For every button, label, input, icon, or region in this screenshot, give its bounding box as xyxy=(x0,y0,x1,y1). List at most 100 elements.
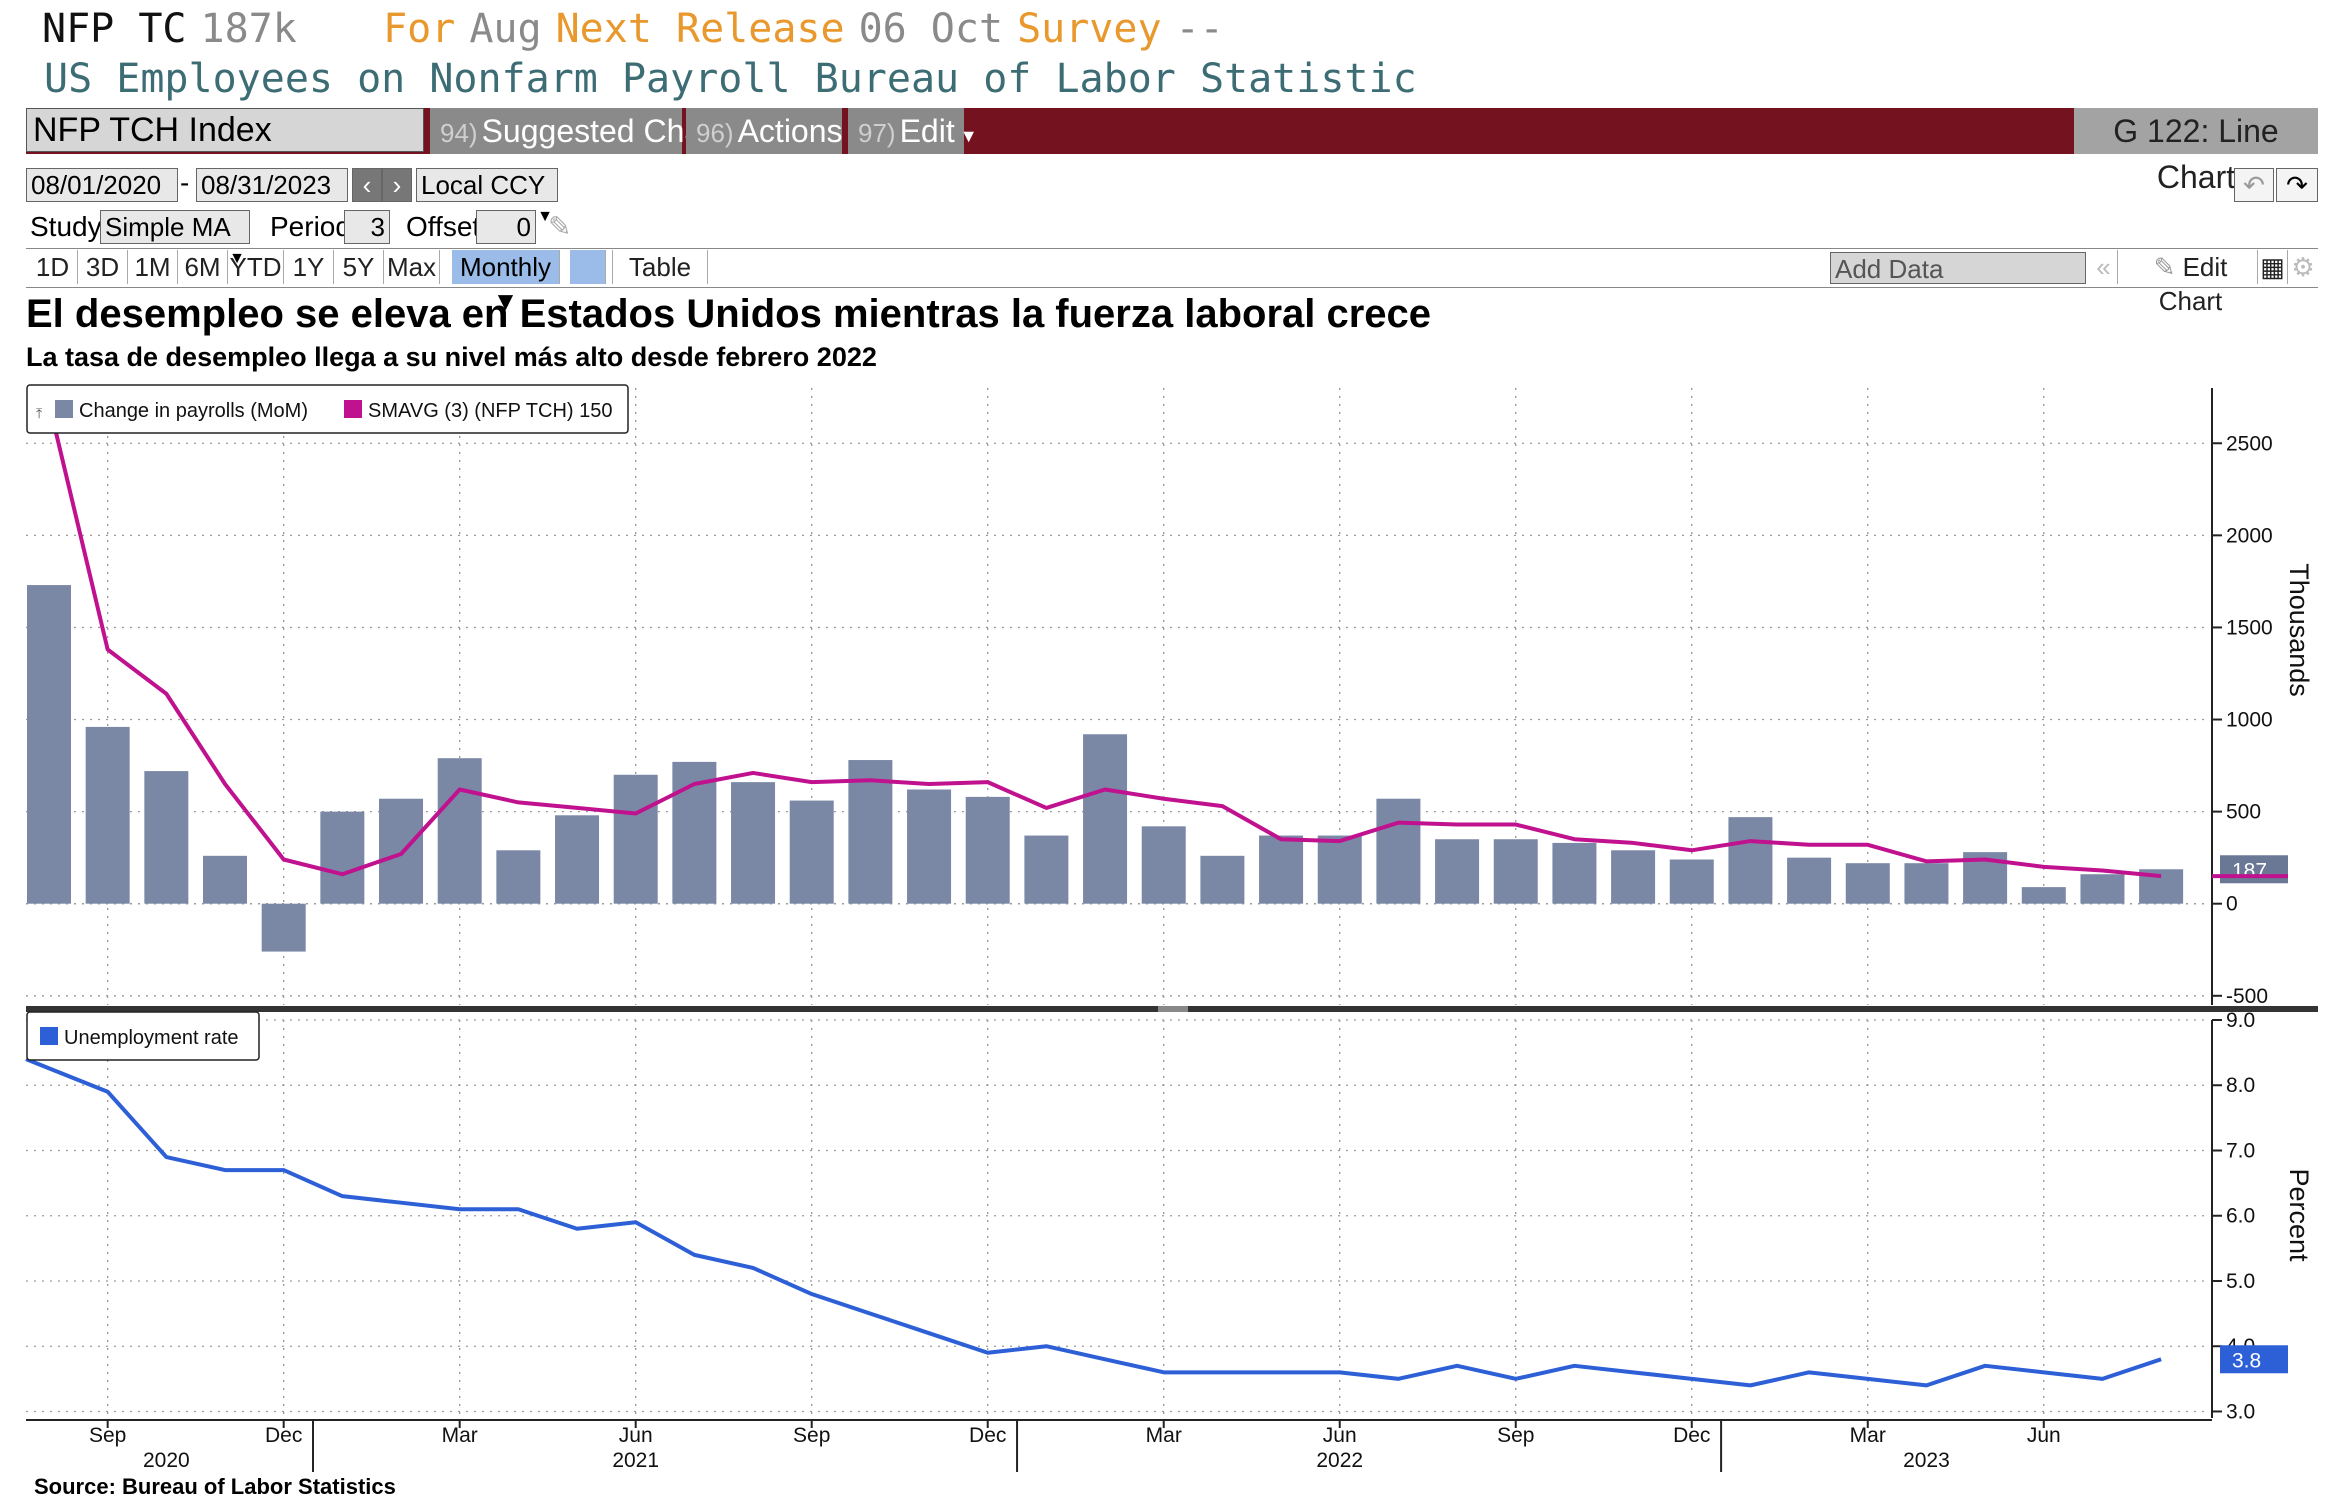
edit-button[interactable]: 97) Edit ▼ xyxy=(848,108,978,154)
range-button-5y[interactable]: 5Y xyxy=(334,250,384,284)
y-tick-label: 8.0 xyxy=(2226,1074,2255,1097)
next-period-button[interactable]: › xyxy=(382,168,412,202)
start-date-input[interactable]: 08/01/2020 xyxy=(26,168,178,202)
unemployment-line xyxy=(25,1057,2162,1388)
range-button-1d[interactable]: 1D xyxy=(28,250,78,284)
currency-value: Local CCY xyxy=(421,170,546,200)
undo-button[interactable]: ↶ xyxy=(2234,168,2274,202)
payroll-bar xyxy=(27,585,71,904)
period-label: Period xyxy=(270,211,351,242)
panel-drag-handle xyxy=(1158,1006,1188,1012)
study-label: Study xyxy=(30,211,102,242)
start-date-value: 08/01/2020 xyxy=(31,170,162,200)
actions-button[interactable]: 96)Actions ▼ xyxy=(686,108,865,154)
chart-subtitle: La tasa de desempleo llega a su nivel má… xyxy=(26,342,877,372)
payroll-bar xyxy=(1376,798,1421,904)
redo-icon: ↷ xyxy=(2286,170,2308,200)
y-tick-label: 0 xyxy=(2226,893,2238,916)
last-value: 187k xyxy=(200,6,297,52)
edit-chart-label: Edit Chart xyxy=(2158,252,2228,316)
payroll-bar xyxy=(907,789,952,904)
payroll-bar xyxy=(1787,857,1832,904)
next-release-label: Next Release xyxy=(555,6,845,52)
range-button-6m[interactable]: 6M xyxy=(178,250,228,284)
period-input[interactable]: 3 xyxy=(344,210,390,244)
payroll-bar xyxy=(848,760,893,904)
range-button-ytd[interactable]: YTD xyxy=(228,250,284,284)
pencil-icon: ✎ xyxy=(2153,252,2183,282)
payroll-bar xyxy=(1435,839,1480,904)
end-date-value: 08/31/2023 xyxy=(201,170,332,200)
y-tick-label: 500 xyxy=(2226,801,2261,824)
last-value-label: 187 xyxy=(2232,859,2267,882)
offset-input[interactable]: 0 xyxy=(476,210,536,244)
currency-select[interactable]: Local CCY ▼ xyxy=(416,168,558,225)
pencil-icon[interactable]: ✎ xyxy=(548,211,572,242)
payroll-bar xyxy=(1317,835,1362,904)
end-date-input[interactable]: 08/31/2023 xyxy=(196,168,348,202)
chart-name: G 122: Line Chart xyxy=(2074,108,2318,195)
edit-caret-icon: ▼ xyxy=(954,126,978,146)
payroll-bar xyxy=(1493,839,1538,904)
legend-swatch-bars xyxy=(55,400,73,418)
payroll-bar xyxy=(613,774,658,904)
calendar-icon[interactable] xyxy=(570,250,606,284)
table-button[interactable]: Table xyxy=(612,250,708,284)
payroll-bar xyxy=(1200,855,1245,904)
security-input[interactable]: NFP TCH Index xyxy=(26,108,424,152)
payroll-bar xyxy=(1259,835,1304,904)
x-tick-label: Jun xyxy=(1323,1424,1357,1447)
x-tick-label: Mar xyxy=(1146,1424,1182,1447)
range-button-1y[interactable]: 1Y xyxy=(284,250,334,284)
prev-period-button[interactable]: ‹ xyxy=(352,168,382,202)
frequency-select[interactable]: Monthly ▼ xyxy=(452,250,560,316)
payroll-bar xyxy=(1552,842,1597,904)
y-axis-title: Thousands xyxy=(2284,563,2314,697)
range-button-1m[interactable]: 1M xyxy=(128,250,178,284)
y-tick-label: 2500 xyxy=(2226,432,2273,455)
range-button-max[interactable]: Max xyxy=(384,250,440,284)
redo-button[interactable]: ↷ xyxy=(2276,168,2318,202)
payroll-bar xyxy=(965,796,1010,904)
legend-box xyxy=(26,1011,260,1061)
x-tick-label: Dec xyxy=(265,1424,302,1447)
payroll-bar xyxy=(731,782,776,904)
payroll-bar xyxy=(789,800,834,904)
payroll-bar xyxy=(203,855,248,904)
chart-settings-icon[interactable]: ▦ xyxy=(2258,250,2288,284)
y-tick-label: 9.0 xyxy=(2226,1009,2255,1032)
edit-num: 97) xyxy=(858,118,896,148)
gear-icon[interactable]: ⚙ xyxy=(2291,252,2315,282)
payroll-bar xyxy=(2021,887,2066,904)
collapse-icon[interactable]: « xyxy=(2090,250,2118,284)
payroll-bar xyxy=(1669,859,1714,904)
range-button-3d[interactable]: 3D xyxy=(78,250,128,284)
y-axis-title: Percent xyxy=(2284,1168,2314,1262)
payroll-bar xyxy=(1611,850,1656,904)
payroll-bar xyxy=(320,811,365,904)
table-label: Table xyxy=(628,252,692,282)
chevron-left-icon: ‹ xyxy=(362,170,372,200)
payroll-bar xyxy=(1141,826,1186,904)
payroll-bar xyxy=(261,903,306,952)
payroll-bar xyxy=(85,726,130,904)
payroll-bar xyxy=(437,758,482,904)
next-release-value: 06 Oct xyxy=(858,6,1004,52)
period-value: 3 xyxy=(370,212,385,242)
y-tick-label: 5.0 xyxy=(2226,1270,2255,1293)
edit-chart-button[interactable]: ✎ Edit Chart xyxy=(2124,250,2258,316)
legend-label-unemployment: Unemployment rate xyxy=(64,1027,239,1049)
security-header: NFP TC 187k For Aug Next Release 06 Oct Surve… xyxy=(42,6,1238,52)
x-year-label: 2020 xyxy=(143,1449,190,1472)
legend-label-bars: Change in payrolls (MoM) xyxy=(79,400,308,422)
x-tick-label: Jun xyxy=(2027,1424,2061,1447)
frequency-value: Monthly xyxy=(459,252,552,282)
actions-num: 96) xyxy=(696,118,734,148)
date-separator: - xyxy=(180,167,190,198)
add-data-input[interactable]: Add Data xyxy=(1830,252,2086,284)
x-year-label: 2023 xyxy=(1903,1449,1950,1472)
y-tick-label: 7.0 xyxy=(2226,1139,2255,1162)
study-select[interactable]: Simple MA ▼ xyxy=(100,210,250,267)
payroll-bar xyxy=(2080,874,2125,904)
